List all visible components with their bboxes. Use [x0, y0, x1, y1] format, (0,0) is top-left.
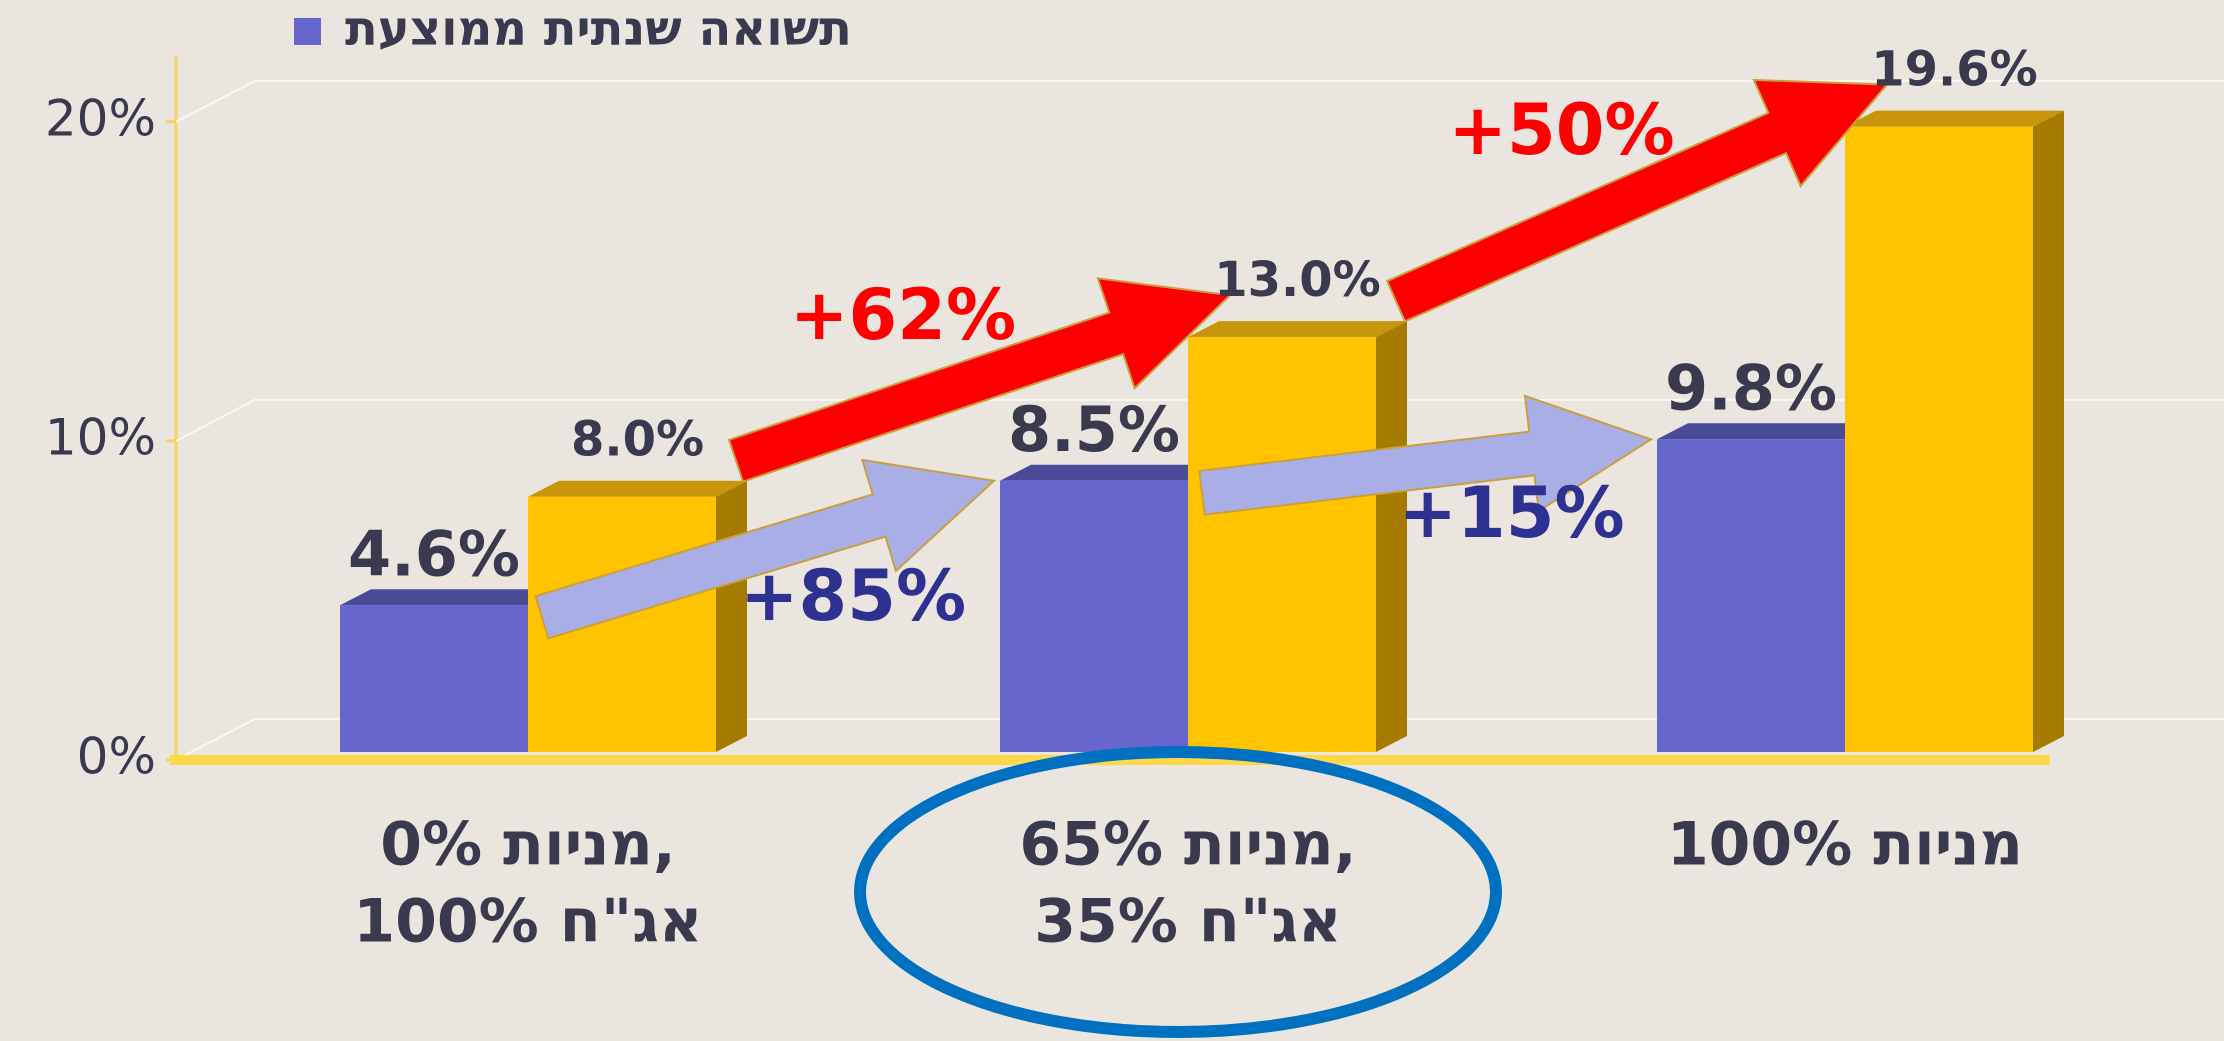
arrow: [534, 458, 997, 640]
x-tick-label: 100% מניות: [1667, 810, 2023, 880]
x-tick-label: 0% מניות,: [380, 810, 675, 880]
x-tick-label: 100% אג"ח: [353, 887, 702, 957]
bar-top: [1188, 321, 1407, 338]
change-label: +85%: [740, 555, 966, 637]
arrow: [1385, 78, 1890, 323]
x-tick-label: 65% מניות,: [1019, 810, 1356, 880]
bar-top: [1845, 110, 2064, 127]
highlight-ellipse: [854, 746, 1502, 1038]
change-label: +50%: [1448, 89, 1674, 171]
bar-top: [528, 480, 747, 497]
value-label: 8.0%: [571, 412, 704, 468]
change-label: +15%: [1398, 472, 1624, 554]
value-label: 4.6%: [348, 517, 520, 590]
value-label: 8.5%: [1008, 393, 1180, 466]
bar: [1657, 439, 1845, 752]
bar-top: [1657, 423, 1876, 440]
y-tick-label: 0%: [77, 728, 156, 786]
y-tick-label: 10%: [45, 408, 156, 466]
bar-side: [1376, 321, 1407, 752]
bar: [1845, 126, 2033, 753]
grid-line: [175, 398, 2224, 442]
legend-swatch: [294, 18, 321, 45]
legend-label: תשואה שנתית ממוצעת: [345, 1, 852, 57]
grid-line: [175, 79, 2224, 123]
value-label: 19.6%: [1871, 42, 2038, 98]
grid-line: [175, 718, 2224, 761]
bar: [340, 605, 528, 752]
bar-top: [1000, 464, 1219, 481]
y-tick-label: 20%: [45, 89, 156, 147]
arrow: [727, 277, 1233, 483]
bar: [1188, 337, 1376, 752]
bar-side: [2033, 110, 2064, 753]
x-tick-label: 35% אג"ח: [1034, 887, 1341, 957]
value-label: 9.8%: [1665, 351, 1837, 424]
bar: [1000, 480, 1188, 752]
bar-top: [340, 589, 559, 606]
value-label: 13.0%: [1214, 252, 1381, 308]
arrow: [1198, 394, 1654, 516]
change-label: +62%: [790, 274, 1016, 356]
